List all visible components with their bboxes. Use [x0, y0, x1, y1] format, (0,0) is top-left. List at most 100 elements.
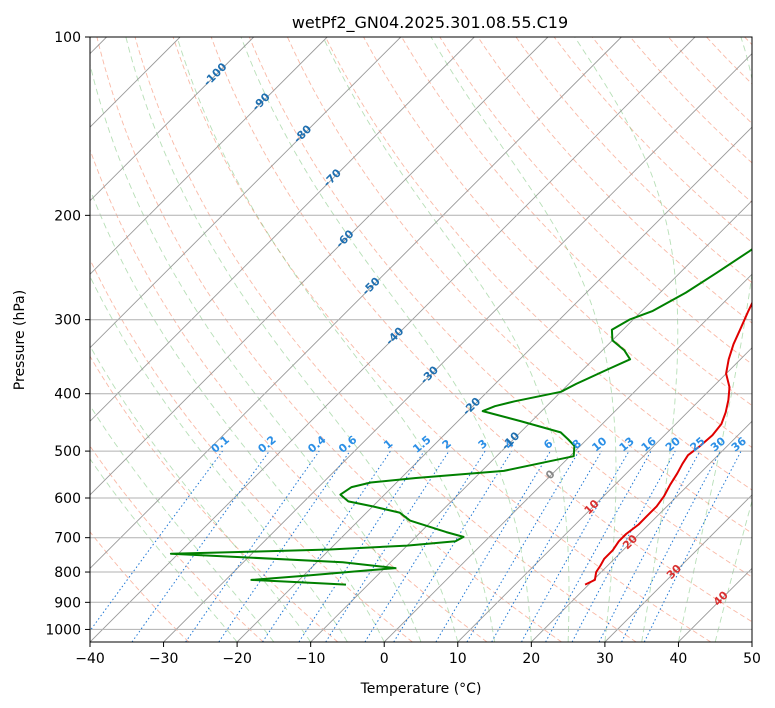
dry-adiabat-line	[90, 445, 264, 642]
dry-adiabat-line	[553, 37, 752, 244]
x-tick-label: −40	[75, 651, 105, 667]
mixing-ratio-label: 2	[440, 437, 454, 452]
isotherm-label: -50	[360, 274, 383, 297]
mixing-ratio-line	[466, 450, 580, 642]
moist-adiabat-line	[574, 37, 679, 642]
dry-adiabat-line	[629, 37, 752, 164]
moist-adiabat-line	[90, 275, 348, 642]
dry-adiabat-line	[515, 37, 752, 284]
isotherm-label: -40	[383, 324, 406, 347]
mixing-ratio-label: 3	[476, 437, 490, 452]
isotherm-line	[90, 37, 696, 642]
isotherm-label: -60	[333, 227, 356, 250]
isotherm-label: 20	[620, 532, 640, 552]
x-tick-label: 10	[449, 651, 467, 667]
dry-adiabat-line	[706, 37, 752, 85]
y-tick-label: 600	[54, 491, 81, 507]
isotherm-label: -80	[291, 122, 314, 145]
mixing-ratio-line	[90, 450, 223, 632]
dry-adiabat-line	[248, 37, 752, 578]
isotherm-line	[751, 641, 752, 642]
mixing-ratio-line	[545, 450, 652, 642]
chart-title: wetPf2_GN04.2025.301.08.55.C19	[292, 13, 568, 33]
dry-adiabat-line	[90, 148, 488, 642]
dry-adiabat-line	[210, 37, 752, 623]
moist-adiabat-line	[125, 37, 459, 642]
x-tick-label: −20	[222, 651, 252, 667]
mixing-ratio-line	[131, 450, 270, 642]
isotherm-line	[236, 126, 752, 642]
mixing-ratio-line	[393, 450, 513, 642]
x-tick-label: −30	[149, 651, 179, 667]
plot-area	[90, 37, 752, 642]
isotherm-line	[604, 494, 752, 642]
dry-adiabat-line	[325, 37, 752, 491]
moist-adiabat-line	[90, 62, 422, 642]
isotherm-line	[90, 37, 475, 422]
dry-adiabat-line	[439, 37, 752, 365]
dry-adiabat-line	[668, 37, 752, 124]
isotherm-line	[457, 347, 752, 642]
dry-adiabat-line	[134, 37, 637, 642]
mixing-ratio-line	[262, 450, 391, 642]
mixing-ratio-label: 1	[381, 437, 395, 452]
y-axis-label: Pressure (hPa)	[12, 290, 28, 390]
moist-adiabat-line	[322, 37, 570, 642]
mixing-ratio-line	[521, 450, 630, 642]
x-tick-label: 30	[596, 651, 614, 667]
y-tick-label: 900	[54, 595, 81, 611]
moist-adiabat-line	[90, 404, 275, 642]
y-tick-label: 200	[54, 208, 81, 224]
isotherm-label: -90	[250, 90, 273, 113]
x-tick-label: 40	[669, 651, 687, 667]
isotherm-label: 10	[582, 497, 602, 517]
isotherm-label: 30	[664, 562, 684, 582]
isotherm-line	[90, 37, 402, 349]
mixing-ratio-line	[643, 450, 742, 642]
moist-adiabat-line	[90, 458, 238, 642]
y-tick-label: 1000	[45, 622, 81, 638]
isotherm-line	[383, 273, 752, 642]
dry-adiabat-line	[591, 37, 752, 204]
mixing-ratio-line	[571, 450, 676, 642]
x-tick-label: 20	[522, 651, 540, 667]
dry-adiabat-line	[90, 355, 339, 642]
y-tick-label: 800	[54, 565, 81, 581]
y-tick-label: 500	[54, 444, 81, 460]
moist-adiabat-line	[176, 37, 496, 642]
x-axis-label: Temperature (°C)	[360, 681, 482, 697]
y-tick-label: 300	[54, 313, 81, 329]
y-tick-label: 700	[54, 531, 81, 547]
mixing-ratio-line	[185, 450, 320, 642]
moist-adiabat-line	[90, 188, 385, 642]
mixing-ratio-label: 8	[570, 437, 584, 452]
mixing-ratio-line	[621, 450, 721, 642]
dry-adiabat-line	[363, 37, 752, 448]
y-tick-label: 400	[54, 387, 81, 403]
y-tick-label: 100	[54, 30, 81, 46]
dry-adiabat-line	[744, 37, 752, 46]
moist-adiabat-line	[677, 37, 752, 642]
mixing-ratio-line	[435, 450, 551, 642]
mixing-ratio-label: 0.6	[336, 433, 360, 456]
dry-adiabat-line	[401, 37, 752, 407]
dry-adiabat-line	[477, 37, 752, 324]
dry-adiabat-line	[172, 37, 712, 642]
dry-adiabat-line	[286, 37, 752, 534]
isotherm-label: -70	[321, 166, 344, 189]
isotherm-line	[90, 37, 328, 275]
dewpoint-profile-line	[169, 248, 752, 586]
dry-adiabat-line	[96, 37, 562, 642]
moist-adiabat-line	[430, 37, 617, 642]
dry-adiabat-line	[90, 531, 190, 642]
mixing-ratio-label: 0.1	[209, 433, 232, 455]
mixing-ratio-label: 1.5	[410, 433, 433, 455]
mixing-ratio-line	[218, 450, 351, 642]
mixing-ratio-line	[325, 450, 450, 642]
moist-adiabat-line	[714, 499, 752, 642]
isotherm-line	[678, 567, 752, 642]
moist-adiabat-line	[240, 37, 532, 642]
isotherm-label: -20	[460, 395, 483, 418]
isotherm-label: -100	[201, 60, 230, 89]
